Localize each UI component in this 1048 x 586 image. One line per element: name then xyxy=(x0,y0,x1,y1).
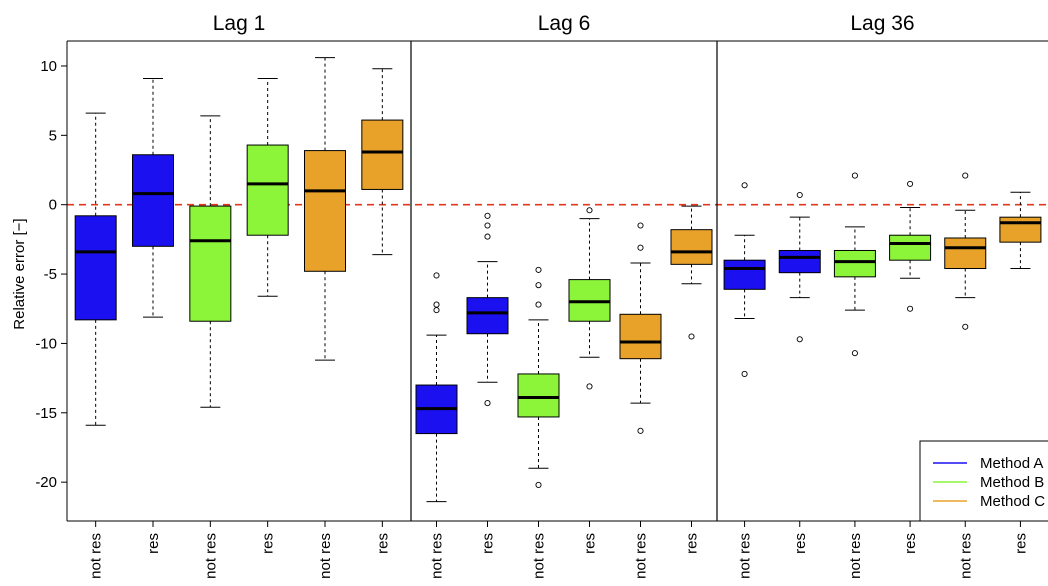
outlier-point xyxy=(535,481,542,488)
outlier-point xyxy=(637,244,644,251)
axes-layer: Lag 1 not res res not res res not res res Lag 6… xyxy=(11,12,1029,579)
x-tick-label: not res xyxy=(957,533,974,579)
box-2-4 xyxy=(944,172,987,330)
y-tick-label: -20 xyxy=(35,474,57,491)
x-tick-label: res xyxy=(582,533,599,554)
legend-box xyxy=(919,440,1048,522)
box-0-3 xyxy=(246,77,289,297)
frame-layer xyxy=(66,40,1048,522)
outlier-point xyxy=(484,212,491,219)
box-0-0 xyxy=(74,112,117,426)
outlier-point xyxy=(796,191,803,199)
boxes-layer xyxy=(74,57,1042,503)
box-2-1 xyxy=(778,191,821,343)
outlier-point xyxy=(851,350,858,357)
box-0-1 xyxy=(132,77,174,318)
iqr-box xyxy=(999,216,1042,243)
iqr-box xyxy=(74,215,117,321)
outlier-point xyxy=(962,323,969,330)
panel-title: Lag 1 xyxy=(213,12,266,35)
x-tick-label: res xyxy=(374,533,391,554)
legend-label: Method B xyxy=(980,474,1044,491)
outlier-point xyxy=(433,272,440,279)
box-0-2 xyxy=(189,115,232,408)
x-tick-label: res xyxy=(145,533,162,554)
iqr-box xyxy=(670,229,713,265)
outlier-point xyxy=(586,207,593,214)
y-tick-label: 5 xyxy=(49,127,57,144)
outlier-point xyxy=(637,427,644,434)
box-2-0 xyxy=(723,182,766,377)
box-2-5 xyxy=(999,191,1042,270)
outlier-point xyxy=(688,333,695,340)
iqr-box xyxy=(304,150,346,272)
outlier-point xyxy=(433,301,440,308)
x-tick-label: res xyxy=(792,533,809,554)
x-tick-label: res xyxy=(480,533,497,554)
box-0-5 xyxy=(361,68,404,256)
outlier-point xyxy=(535,301,542,308)
outlier-point xyxy=(433,307,440,314)
y-axis-title: Relative error [−] xyxy=(11,218,28,329)
x-tick-label: res xyxy=(684,533,701,554)
iqr-box xyxy=(466,297,509,335)
x-tick-label: not res xyxy=(202,533,219,579)
outlier-point xyxy=(484,400,491,407)
iqr-box xyxy=(517,373,560,418)
outlier-point xyxy=(535,282,542,289)
x-tick-label: not res xyxy=(737,533,754,579)
iqr-box xyxy=(132,154,174,247)
box-1-0 xyxy=(415,272,458,503)
box-2-2 xyxy=(833,172,876,357)
y-tick-label: -10 xyxy=(35,335,57,352)
iqr-box xyxy=(889,234,932,261)
outlier-point xyxy=(741,182,748,189)
y-tick-label: 0 xyxy=(49,197,57,214)
box-1-2 xyxy=(517,266,560,488)
outlier-point xyxy=(586,383,593,390)
iqr-box xyxy=(723,259,766,290)
box-1-5 xyxy=(670,205,713,340)
x-tick-label: not res xyxy=(317,533,334,579)
box-1-3 xyxy=(568,207,611,390)
iqr-box xyxy=(619,313,662,360)
x-tick-label: not res xyxy=(847,533,864,579)
outlier-point xyxy=(484,222,491,229)
box-2-3 xyxy=(889,180,932,312)
x-tick-label: res xyxy=(902,533,919,554)
x-tick-label: not res xyxy=(429,533,446,579)
x-tick-label: not res xyxy=(88,533,105,579)
panel-title: Lag 36 xyxy=(850,12,914,35)
y-tick-label: -5 xyxy=(44,266,57,283)
y-tick-label: -15 xyxy=(35,405,57,422)
x-tick-label: not res xyxy=(531,533,548,579)
legend-label: Method A xyxy=(980,455,1043,472)
iqr-box xyxy=(944,237,987,270)
iqr-box xyxy=(778,249,821,274)
iqr-box xyxy=(833,249,876,278)
y-tick-label: 10 xyxy=(40,58,57,75)
x-tick-label: res xyxy=(1012,533,1029,554)
outlier-point xyxy=(851,172,858,179)
outlier-point xyxy=(535,266,542,273)
outlier-point xyxy=(796,336,803,343)
outlier-point xyxy=(637,222,644,229)
panel-title: Lag 6 xyxy=(538,12,591,35)
legend-label: Method C xyxy=(980,493,1045,510)
box-1-4 xyxy=(619,222,662,434)
iqr-box xyxy=(246,144,289,236)
legend-layer: Method A Method B Method C xyxy=(919,440,1048,522)
box-0-4 xyxy=(304,57,346,361)
outlier-point xyxy=(907,180,914,187)
iqr-box xyxy=(189,205,232,322)
outlier-point xyxy=(907,305,914,312)
iqr-box xyxy=(361,119,404,190)
x-tick-label: res xyxy=(260,533,277,554)
outlier-point xyxy=(741,370,748,377)
box-1-1 xyxy=(466,212,509,407)
outlier-point xyxy=(962,172,969,179)
x-tick-label: not res xyxy=(633,533,650,579)
outlier-point xyxy=(484,233,491,240)
